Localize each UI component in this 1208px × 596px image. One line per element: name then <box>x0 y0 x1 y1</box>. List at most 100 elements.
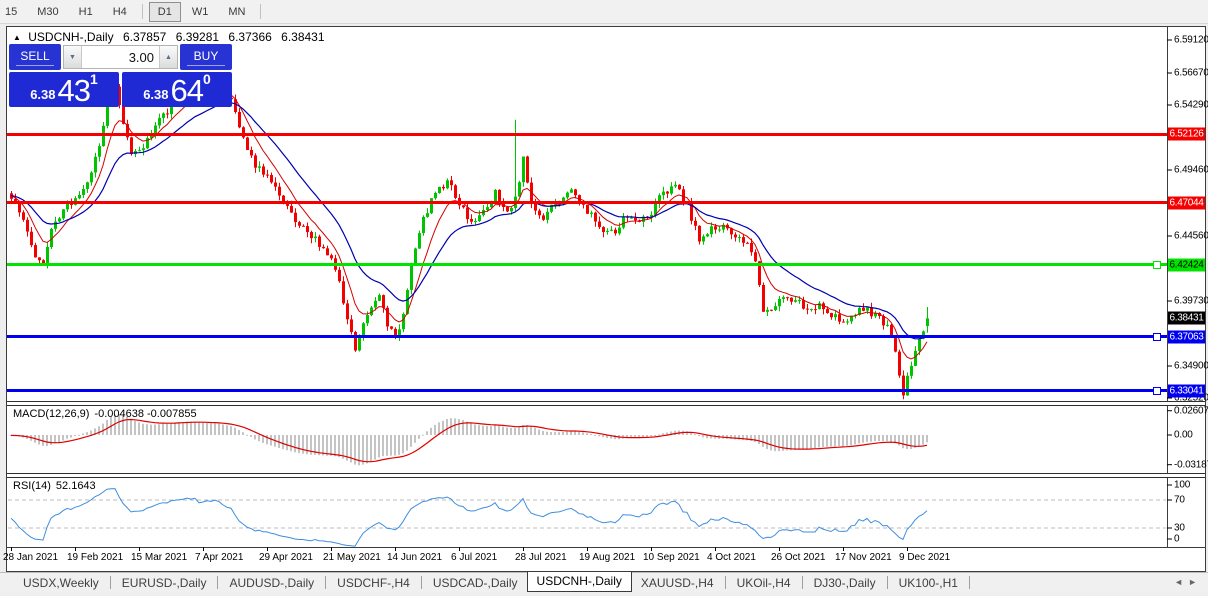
macd-values: -0.004638 -0.007855 <box>94 408 197 420</box>
sell-price-prefix: 6.38 <box>30 87 56 102</box>
level-price-label: 6.37063 <box>1168 330 1205 344</box>
rsi-pane-splitter[interactable] <box>7 473 1205 478</box>
level-price-label: 6.47044 <box>1168 196 1205 210</box>
date-axis-label: 10 Sep 2021 <box>643 552 700 563</box>
sell-button[interactable]: SELL <box>9 44 61 70</box>
level-line-handle[interactable] <box>1153 261 1161 270</box>
buy-price-main: 64 <box>170 73 204 108</box>
volume-decrease-button[interactable]: ▼ <box>64 46 82 68</box>
macd-label: MACD(12,26,9) -0.004638 -0.007855 <box>13 408 202 420</box>
buy-button[interactable]: BUY <box>180 44 232 70</box>
horizontal-level-line[interactable] <box>7 201 1167 205</box>
horizontal-level-line[interactable] <box>7 132 1167 136</box>
tab-ukoil-h4[interactable]: UKOil-,H4 <box>736 575 791 590</box>
buy-price-pip: 0 <box>203 71 211 87</box>
date-axis-label: 6 Jul 2021 <box>451 552 498 563</box>
level-price-label: 6.52126 <box>1168 127 1205 141</box>
macd-title: MACD(12,26,9) <box>13 408 90 420</box>
tab-separator <box>325 576 327 589</box>
level-price-label: 6.42424 <box>1168 258 1205 272</box>
chart-symbol-period: USDCNH-,Daily <box>28 30 114 44</box>
tab-separator <box>724 576 726 589</box>
macd-axis-label: 0.00 <box>1174 429 1193 441</box>
macd-axis-label: 0.02607 <box>1174 405 1208 417</box>
tab-separator <box>420 576 422 589</box>
triangle-down-icon: ▼ <box>69 53 76 61</box>
date-axis-label: 21 May 2021 <box>323 552 381 563</box>
level-line-handle[interactable] <box>1153 333 1161 342</box>
current-price-label: 6.38431 <box>1168 311 1205 325</box>
price-axis-label: 6.44560 <box>1174 230 1208 242</box>
tab-xauusd-h4[interactable]: XAUUSD-,H4 <box>640 575 714 590</box>
tab-uk100-h1[interactable]: UK100-,H1 <box>898 575 958 590</box>
chart-window: ▲ USDCNH-,Daily 6.37857 6.39281 6.37366 … <box>3 26 1208 572</box>
timeframe-m30-button[interactable]: M30 <box>37 5 59 18</box>
macd-axis-label: -0.03187 <box>1174 459 1208 471</box>
tab-usdcad-daily[interactable]: USDCAD-,Daily <box>432 575 518 590</box>
timeframe-d1-button[interactable]: D1 <box>148 1 181 22</box>
tab-dj30-daily[interactable]: DJ30-,Daily <box>813 575 876 590</box>
price-axis-label: 6.34900 <box>1174 360 1208 372</box>
ohlc-low: 6.37366 <box>228 30 272 44</box>
tab-audusd-daily[interactable]: AUDUSD-,Daily <box>229 575 315 590</box>
collapse-panel-icon[interactable]: ▲ <box>13 33 21 42</box>
scroll-left-icon[interactable]: ◄ <box>1174 577 1189 587</box>
date-axis-label: 19 Feb 2021 <box>67 552 124 563</box>
price-axis-label: 6.56670 <box>1174 67 1208 79</box>
date-axis-label: 26 Oct 2021 <box>771 552 826 563</box>
ohlc-open: 6.37857 <box>122 30 167 44</box>
horizontal-level-line[interactable] <box>7 335 1167 339</box>
one-click-trading-panel: SELL ▼ ▲ BUY 6.38 43 1 <box>9 44 232 107</box>
scroll-right-icon[interactable]: ► <box>1188 577 1202 587</box>
level-price-label: 6.33041 <box>1168 384 1205 398</box>
tab-separator <box>801 576 803 589</box>
sell-button-label: SELL <box>20 48 50 63</box>
tab-separator <box>886 576 888 589</box>
tab-eurusd-daily[interactable]: EURUSD-,Daily <box>121 575 207 590</box>
toolbar-separator <box>141 4 143 19</box>
date-axis-label: 28 Jul 2021 <box>515 552 567 563</box>
macd-pane-splitter[interactable] <box>7 401 1205 406</box>
timeframe-toolbar: 15 M30 H1 H4 D1 W1 MN <box>0 0 1208 24</box>
volume-increase-button[interactable]: ▲ <box>159 46 177 68</box>
rsi-axis-label: 70 <box>1174 494 1185 506</box>
sell-price-display[interactable]: 6.38 43 1 <box>9 72 119 107</box>
tab-separator <box>109 576 111 589</box>
date-axis-label: 7 Apr 2021 <box>195 552 244 563</box>
buy-price-prefix: 6.38 <box>143 87 169 102</box>
timeframe-h4-button[interactable]: H4 <box>112 5 127 18</box>
timeframe-h1-button[interactable]: H1 <box>78 5 93 18</box>
tab-usdx-weekly[interactable]: USDX,Weekly <box>23 575 99 590</box>
timeframe-mn-button[interactable]: MN <box>228 5 246 18</box>
timeframe-w1-button[interactable]: W1 <box>191 5 209 18</box>
sell-price-main: 43 <box>57 73 91 108</box>
tab-scroll-arrows[interactable]: ◄► <box>1174 577 1202 587</box>
rsi-label: RSI(14) 52.1643 <box>13 480 101 492</box>
tab-separator <box>217 576 219 589</box>
sell-underline <box>16 64 54 66</box>
volume-input[interactable] <box>82 46 159 68</box>
horizontal-level-line[interactable] <box>7 389 1167 393</box>
date-axis-label: 15 Mar 2021 <box>131 552 188 563</box>
horizontal-level-line[interactable] <box>7 263 1167 267</box>
price-axis-label: 6.49460 <box>1174 164 1208 176</box>
chart-title: ▲ USDCNH-,Daily 6.37857 6.39281 6.37366 … <box>13 30 325 44</box>
buy-price-display[interactable]: 6.38 64 0 <box>122 72 232 107</box>
timeframe-m15-button[interactable]: 15 <box>5 5 18 18</box>
chart-tab-bar: USDX,Weekly EURUSD-,Daily AUDUSD-,Daily … <box>0 570 1208 592</box>
rsi-axis-label: 100 <box>1174 479 1191 491</box>
tab-usdchf-h4[interactable]: USDCHF-,H4 <box>337 575 410 590</box>
date-axis-label: 19 Aug 2021 <box>579 552 636 563</box>
rsi-title: RSI(14) <box>13 480 51 492</box>
ohlc-high: 6.39281 <box>175 30 220 44</box>
tab-usdcnh-daily-active[interactable]: USDCNH-,Daily <box>526 570 632 592</box>
price-axis-label: 6.32520 <box>1174 392 1208 404</box>
buy-button-label: BUY <box>193 48 219 63</box>
rsi-values: 52.1643 <box>55 480 96 492</box>
date-axis-label: 17 Nov 2021 <box>835 552 892 563</box>
level-line-handle[interactable] <box>1153 387 1161 396</box>
volume-stepper: ▼ ▲ <box>63 45 178 69</box>
date-axis-label: 29 Apr 2021 <box>259 552 313 563</box>
triangle-up-icon: ▲ <box>165 53 172 61</box>
price-chart-canvas[interactable] <box>7 27 1205 571</box>
